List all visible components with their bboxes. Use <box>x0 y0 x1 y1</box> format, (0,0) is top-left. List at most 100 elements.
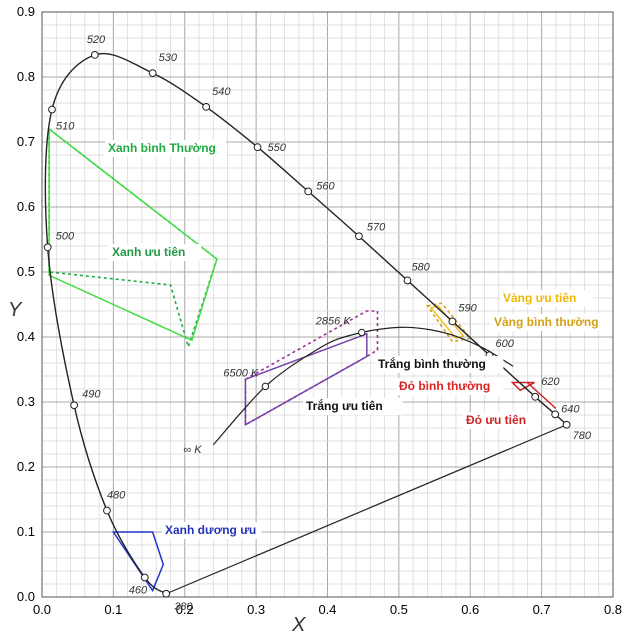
x-tick-label: 0.2 <box>176 602 194 617</box>
x-tick-label: 0.1 <box>104 602 122 617</box>
wavelength-marker <box>162 589 171 598</box>
wavelength-marker <box>403 276 412 285</box>
wavelength-marker <box>531 392 540 401</box>
region-label: Xanh ưu tiên <box>109 244 202 261</box>
wavelength-marker <box>48 105 56 114</box>
x-tick-label: 0.6 <box>461 602 479 617</box>
region-label-text: Trắng ưu tiên <box>306 398 383 413</box>
region-label: Vàng ưu tiên <box>500 290 593 307</box>
x-tick-label: 0.8 <box>604 602 622 617</box>
region-label-background <box>109 244 202 261</box>
planckian-marker <box>358 328 366 337</box>
wavelength-marker <box>140 573 149 582</box>
region-labels-layer: Xanh bình Thường Xanh ưu tiên Trắng bình t… <box>105 140 613 539</box>
wavelength-label: 620 <box>541 376 560 388</box>
region-label: Đỏ bình thường <box>396 378 503 395</box>
wavelength-label: 510 <box>56 121 75 133</box>
wavelength-label: 460 <box>129 585 148 597</box>
region-label-text: Xanh ưu tiên <box>112 245 185 259</box>
wavelength-label: 580 <box>411 261 430 273</box>
region-label-text: Xanh bình Thường <box>108 141 216 155</box>
wavelength-marker <box>103 506 111 515</box>
wavelength-label: 600 <box>496 338 515 350</box>
wavelength-marker <box>202 103 211 111</box>
wavelength-label: 380 <box>174 601 193 613</box>
x-tick-label: 0.4 <box>318 602 336 617</box>
wavelength-label: 530 <box>159 52 178 64</box>
y-tick-label: 0.5 <box>17 264 35 279</box>
x-tick-label: 0.0 <box>33 602 51 617</box>
wavelength-marker <box>448 317 457 326</box>
x-tick-label: 0.3 <box>247 602 265 617</box>
region-label: Xanh dương ưu <box>162 522 262 539</box>
spectral-locus-curve <box>44 52 568 595</box>
region-label: Trắng ưu tiên <box>303 398 403 415</box>
region-label-text: Vàng ưu tiên <box>503 291 576 305</box>
wavelength-label: 540 <box>212 86 231 98</box>
wavelength-marker <box>355 232 363 241</box>
y-axis-title: Y <box>8 299 23 321</box>
region-label-background <box>500 290 593 307</box>
x-axis-title: X <box>291 614 306 636</box>
planckian-locus-layer: 6500 K 2856 K ∞ K <box>183 315 514 456</box>
region-label-background <box>396 378 503 395</box>
y-tick-label: 0.3 <box>17 394 35 409</box>
signal-color-regions <box>48 127 557 593</box>
y-tick-label: 0.1 <box>17 524 35 539</box>
region-label-background <box>375 356 504 373</box>
planckian-marker-label: 6500 K <box>223 367 259 379</box>
wavelength-label: 480 <box>107 490 126 502</box>
region-label-text: Trắng bình thường <box>378 356 486 371</box>
region-outline <box>510 381 535 392</box>
region-outline <box>244 332 368 427</box>
grid <box>41 11 614 598</box>
region-label: Xanh bình Thường <box>105 140 227 157</box>
wavelength-marker <box>70 401 79 410</box>
region-outline <box>426 302 472 343</box>
region-outline <box>244 310 379 427</box>
region-label-text: Đỏ ưu tiên <box>466 413 526 427</box>
line-of-purples <box>165 424 567 595</box>
region-label-text: Vàng bình thường <box>494 315 599 329</box>
wavelength-marker <box>90 51 99 59</box>
region-label: Trắng bình thường <box>375 356 504 373</box>
wavelength-marker <box>43 243 52 252</box>
wavelength-label: 780 <box>573 430 592 442</box>
y-tick-label: 0.6 <box>17 199 35 214</box>
region-outline <box>526 381 557 410</box>
region-label-text: Đỏ bình thường <box>399 379 490 393</box>
y-tick-label: 0.7 <box>17 134 35 149</box>
region-label-background <box>303 398 403 415</box>
region-label-background <box>463 412 541 429</box>
y-tick-label: 0.2 <box>17 459 35 474</box>
wavelength-label: 520 <box>87 34 106 46</box>
region-outline <box>48 127 218 342</box>
y-tick-label: 0.4 <box>17 329 35 344</box>
planckian-marker-label: ∞ K <box>183 444 202 456</box>
wavelength-marker <box>253 143 262 152</box>
wavelength-label: 590 <box>458 302 477 314</box>
planckian-marker-label: 2856 K <box>315 315 352 327</box>
x-tick-label: 0.5 <box>390 602 408 617</box>
planckian-marker <box>261 382 270 391</box>
wavelength-label: 500 <box>56 230 75 242</box>
wavelength-marker <box>551 410 560 419</box>
region-label-background <box>491 314 613 331</box>
region-label: Đỏ ưu tiên <box>463 412 541 429</box>
wavelength-label: 550 <box>268 142 287 154</box>
y-tick-label: 0.9 <box>17 4 35 19</box>
y-tick-label: 0.8 <box>17 69 35 84</box>
region-label-text: Xanh dương ưu <box>165 523 256 537</box>
wavelength-marker <box>562 420 571 429</box>
spectral-locus-layer: 380 460 480 490 500 510 520 530 540 550 560 570 580 5… <box>43 34 592 613</box>
wavelength-label: 490 <box>82 388 101 400</box>
region-label-background <box>162 522 262 539</box>
x-tick-label: 0.7 <box>533 602 551 617</box>
region-label: Vàng bình thường <box>491 314 613 331</box>
wavelength-label: 640 <box>561 403 580 415</box>
wavelength-label: 570 <box>367 221 386 233</box>
y-tick-label: 0.0 <box>17 589 35 604</box>
region-label-background <box>105 140 227 157</box>
wavelength-marker <box>148 69 157 77</box>
